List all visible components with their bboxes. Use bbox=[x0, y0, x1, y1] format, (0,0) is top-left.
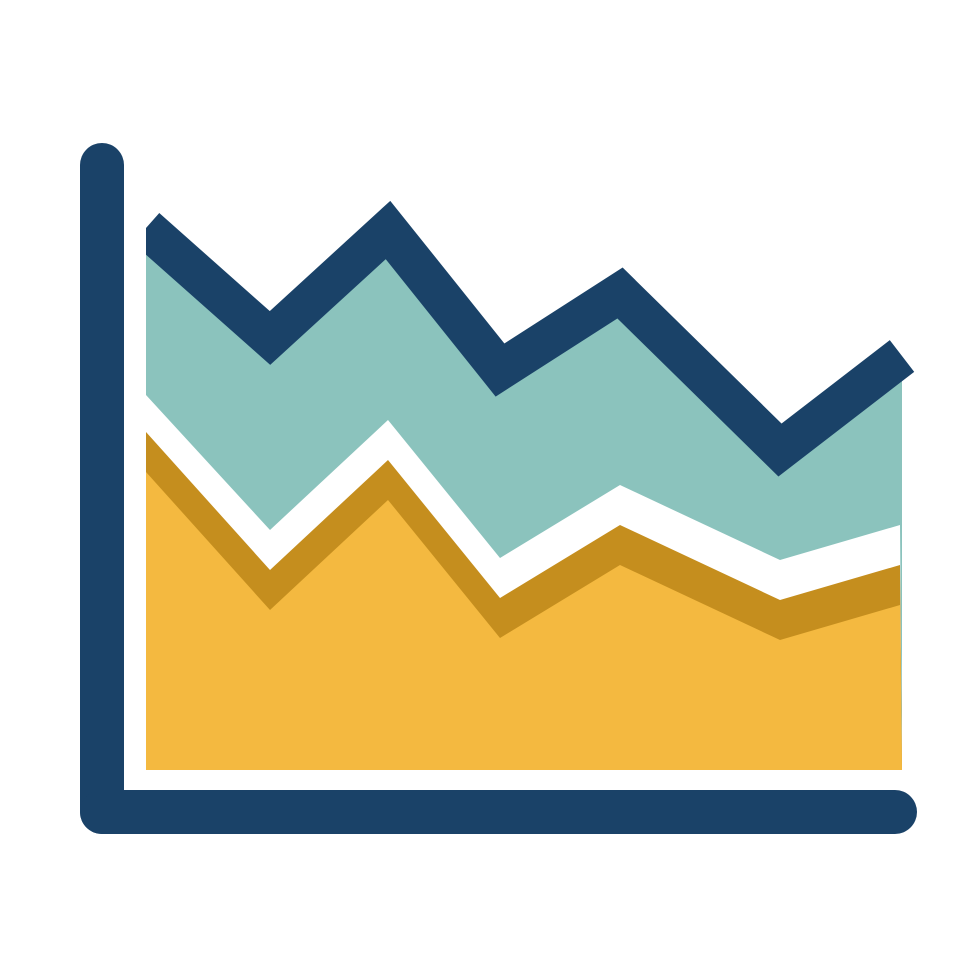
area-chart-icon bbox=[0, 0, 980, 980]
inner-margin-left bbox=[122, 150, 146, 810]
inner-margin-bottom bbox=[141, 770, 907, 792]
chart-svg bbox=[0, 0, 980, 980]
